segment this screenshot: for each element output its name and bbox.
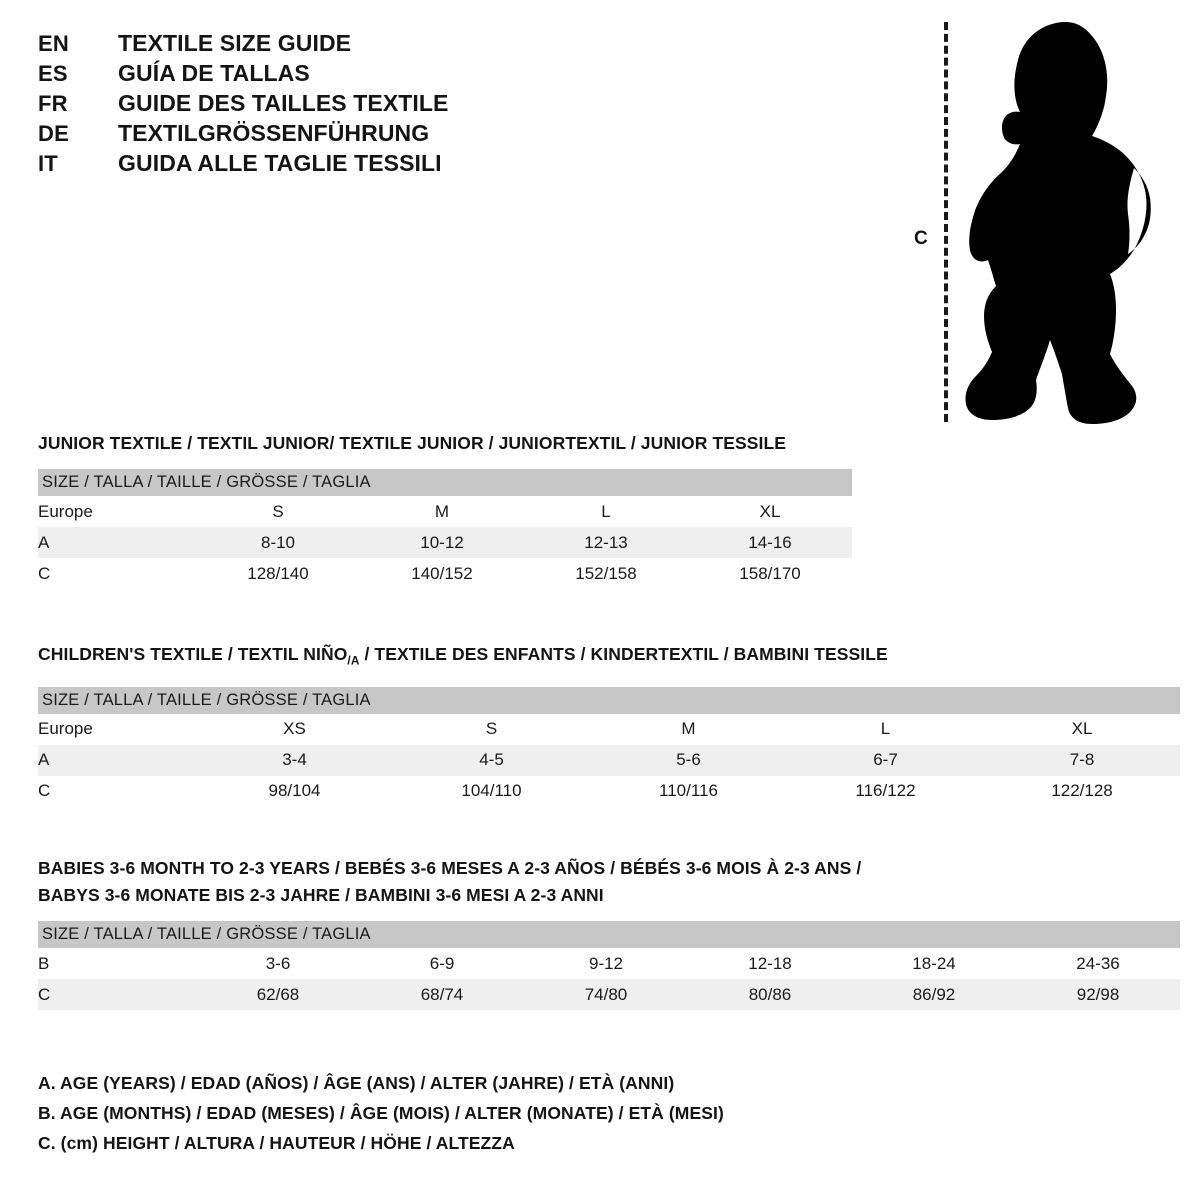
section-title-part2: / TEXTILE DES ENFANTS / KINDERTEXTIL / B… [359, 644, 888, 664]
language-code: EN [38, 31, 69, 56]
table-cell: 12-18 [688, 948, 852, 979]
table-cell: 3-4 [196, 744, 393, 776]
table-cell: 6-9 [360, 948, 524, 979]
table-cell: 128/140 [196, 558, 360, 589]
row-label: C [38, 558, 196, 589]
language-code: FR [38, 91, 68, 116]
section-babies-textile: BABIES 3-6 MONTH TO 2-3 YEARS / BEBÉS 3-… [38, 855, 1181, 1010]
language-title: TEXTILE SIZE GUIDE [118, 30, 352, 56]
section-title-line1: BABIES 3-6 MONTH TO 2-3 YEARS / BEBÉS 3-… [38, 858, 862, 878]
band-label: SIZE / TALLA / TAILLE / GRÖSSE / TAGLIA [38, 921, 1181, 948]
language-row-fr: FR GUIDE DES TAILLES TEXTILE [38, 90, 598, 120]
table-cell: 152/158 [524, 558, 688, 589]
band-label: SIZE / TALLA / TAILLE / GRÖSSE / TAGLIA [38, 469, 853, 496]
junior-size-table: SIZE / TALLA / TAILLE / GRÖSSE / TAGLIA … [38, 469, 853, 589]
row-label: A [38, 527, 196, 558]
row-label: Europe [38, 713, 196, 745]
row-label: A [38, 744, 196, 776]
language-title: TEXTILGRÖSSENFÜHRUNG [118, 120, 430, 146]
language-row-en: EN TEXTILE SIZE GUIDE [38, 30, 598, 60]
band-label: SIZE / TALLA / TAILLE / GRÖSSE / TAGLIA [38, 686, 1181, 714]
size-header-cell: M [360, 496, 524, 527]
language-header-block: EN TEXTILE SIZE GUIDE ES GUÍA DE TALLAS … [38, 30, 598, 180]
table-row: C 62/68 68/74 74/80 80/86 86/92 92/98 [38, 979, 1181, 1010]
table-cell: 104/110 [393, 775, 590, 807]
section-title-subscript: /A [347, 653, 360, 668]
table-band-header: SIZE / TALLA / TAILLE / GRÖSSE / TAGLIA [38, 921, 1181, 948]
section-title-line2: BABYS 3-6 MONATE BIS 2-3 JAHRE / BAMBINI… [38, 885, 604, 905]
table-cell: 5-6 [590, 744, 787, 776]
size-header-cell: XL [688, 496, 853, 527]
language-code: IT [38, 151, 58, 176]
table-row: A 8-10 10-12 12-13 14-16 [38, 527, 853, 558]
size-header-cell: L [787, 713, 984, 745]
table-band-header: SIZE / TALLA / TAILLE / GRÖSSE / TAGLIA [38, 686, 1181, 714]
table-cell: 80/86 [688, 979, 852, 1010]
children-size-table: SIZE / TALLA / TAILLE / GRÖSSE / TAGLIA … [38, 686, 1181, 807]
table-cell: 18-24 [852, 948, 1016, 979]
table-cell: 68/74 [360, 979, 524, 1010]
table-cell: 98/104 [196, 775, 393, 807]
language-row-es: ES GUÍA DE TALLAS [38, 60, 598, 90]
section-title-part1: CHILDREN'S TEXTILE / TEXTIL NIÑO [38, 644, 348, 664]
babies-size-table: SIZE / TALLA / TAILLE / GRÖSSE / TAGLIA … [38, 921, 1181, 1010]
section-title: CHILDREN'S TEXTILE / TEXTIL NIÑO/A / TEX… [38, 641, 1180, 675]
size-header-cell: M [590, 713, 787, 745]
table-cell: 158/170 [688, 558, 853, 589]
row-label: C [38, 979, 196, 1010]
row-label: Europe [38, 496, 196, 527]
table-cell: 8-10 [196, 527, 360, 558]
footnote-a: A. AGE (YEARS) / EDAD (AÑOS) / ÂGE (ANS)… [38, 1073, 675, 1093]
table-cell: 3-6 [196, 948, 360, 979]
footnote-b: B. AGE (MONTHS) / EDAD (MESES) / ÂGE (MO… [38, 1103, 724, 1123]
language-title: GUIDE DES TAILLES TEXTILE [118, 90, 449, 116]
table-cell: 122/128 [984, 775, 1181, 807]
section-title: JUNIOR TEXTILE / TEXTIL JUNIOR/ TEXTILE … [38, 433, 787, 453]
table-cell: 4-5 [393, 744, 590, 776]
section-childrens-textile: CHILDREN'S TEXTILE / TEXTIL NIÑO/A / TEX… [38, 641, 1181, 807]
size-header-cell: XS [196, 713, 393, 745]
height-marker-label: C [914, 228, 928, 249]
table-cell: 92/98 [1016, 979, 1181, 1010]
size-header-cell: S [393, 713, 590, 745]
footnote-c: C. (cm) HEIGHT / ALTURA / HAUTEUR / HÖHE… [38, 1133, 515, 1153]
language-row-it: IT GUIDA ALLE TAGLIE TESSILI [38, 150, 598, 180]
row-label: B [38, 948, 196, 979]
table-cell: 9-12 [524, 948, 688, 979]
table-cell: 86/92 [852, 979, 1016, 1010]
language-title: GUÍA DE TALLAS [118, 60, 310, 86]
table-cell: 24-36 [1016, 948, 1181, 979]
row-label: C [38, 775, 196, 807]
section-junior-textile: JUNIOR TEXTILE / TEXTIL JUNIOR/ TEXTILE … [38, 430, 853, 589]
table-row: Europe XS S M L XL [38, 713, 1181, 745]
language-code: ES [38, 61, 68, 86]
table-cell: 74/80 [524, 979, 688, 1010]
table-cell: 14-16 [688, 527, 853, 558]
table-cell: 110/116 [590, 775, 787, 807]
language-code: DE [38, 121, 69, 146]
table-cell: 140/152 [360, 558, 524, 589]
table-cell: 12-13 [524, 527, 688, 558]
table-row: C 98/104 104/110 110/116 116/122 122/128 [38, 775, 1181, 807]
footnotes-legend: A. AGE (YEARS) / EDAD (AÑOS) / ÂGE (ANS)… [38, 1068, 838, 1158]
table-cell: 10-12 [360, 527, 524, 558]
table-row: A 3-4 4-5 5-6 6-7 7-8 [38, 744, 1181, 776]
table-row: B 3-6 6-9 9-12 12-18 18-24 24-36 [38, 948, 1181, 979]
toddler-silhouette-icon [965, 22, 1151, 424]
table-cell: 7-8 [984, 744, 1181, 776]
language-title: GUIDA ALLE TAGLIE TESSILI [118, 150, 442, 176]
table-band-header: SIZE / TALLA / TAILLE / GRÖSSE / TAGLIA [38, 469, 853, 496]
table-cell: 62/68 [196, 979, 360, 1010]
height-dashed-line-icon [944, 22, 948, 422]
size-header-cell: L [524, 496, 688, 527]
size-header-cell: S [196, 496, 360, 527]
table-row: Europe S M L XL [38, 496, 853, 527]
height-measurement-figure: C [900, 10, 1190, 430]
table-cell: 6-7 [787, 744, 984, 776]
language-row-de: DE TEXTILGRÖSSENFÜHRUNG [38, 120, 598, 150]
table-cell: 116/122 [787, 775, 984, 807]
table-row: C 128/140 140/152 152/158 158/170 [38, 558, 853, 589]
size-header-cell: XL [984, 713, 1181, 745]
